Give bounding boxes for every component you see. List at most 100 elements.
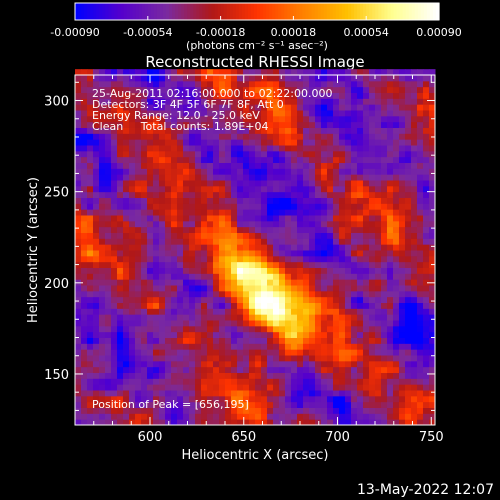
heatmap-cell <box>303 185 310 193</box>
heatmap-cell <box>129 115 136 123</box>
colorbar-tick-label: 0.00018 <box>271 26 317 39</box>
heatmap-cell <box>291 75 298 82</box>
heatmap-cell <box>147 407 154 414</box>
heatmap-cell <box>375 407 382 414</box>
heatmap-cell <box>321 220 328 228</box>
heatmap-cell <box>423 110 430 117</box>
heatmap-cell <box>405 337 412 344</box>
heatmap-cell <box>183 250 190 257</box>
heatmap-cell <box>429 308 436 315</box>
heatmap-cell <box>171 185 178 193</box>
heatmap-cell <box>291 372 298 379</box>
heatmap-cell <box>135 267 142 274</box>
heatmap-cell <box>279 127 286 134</box>
heatmap-cell <box>381 372 388 379</box>
heatmap-cell <box>279 267 286 274</box>
heatmap-cell <box>399 250 406 257</box>
heatmap-cell <box>195 226 202 233</box>
heatmap-cell <box>345 343 352 350</box>
heatmap-cell <box>189 308 196 315</box>
heatmap-cell <box>75 121 82 128</box>
heatmap-cell <box>201 244 208 251</box>
heatmap-cell <box>201 197 208 204</box>
heatmap-cell <box>285 162 292 169</box>
heatmap-cell <box>135 226 142 233</box>
heatmap-cell <box>183 215 190 222</box>
heatmap-cell <box>141 209 148 216</box>
heatmap-cell <box>81 127 88 134</box>
heatmap-cell <box>267 349 274 356</box>
heatmap-cell <box>399 115 406 123</box>
heatmap-cell <box>237 273 244 280</box>
heatmap-cell <box>375 92 382 99</box>
heatmap-cell <box>249 168 256 175</box>
heatmap-cell <box>351 98 358 105</box>
heatmap-cell <box>225 378 232 385</box>
heatmap-cell <box>117 197 124 204</box>
heatmap-cell <box>93 168 100 175</box>
heatmap-cell <box>369 133 376 140</box>
heatmap-cell <box>285 69 292 76</box>
heatmap-cell <box>393 395 400 403</box>
heatmap-cell <box>291 226 298 233</box>
heatmap-cell <box>399 267 406 274</box>
heatmap-cell <box>309 226 316 233</box>
heatmap-cell <box>231 384 238 391</box>
heatmap-cell <box>357 133 364 140</box>
heatmap-cell <box>267 98 274 105</box>
heatmap-cell <box>81 220 88 228</box>
heatmap-cell <box>171 250 178 257</box>
heatmap-cell <box>303 69 310 76</box>
heatmap-cell <box>285 308 292 315</box>
heatmap-cell <box>231 86 238 93</box>
heatmap-cell <box>393 360 400 368</box>
heatmap-cell <box>309 191 316 198</box>
heatmap-cell <box>291 238 298 245</box>
heatmap-cell <box>417 150 424 158</box>
heatmap-cell <box>429 250 436 257</box>
heatmap-cell <box>261 244 268 251</box>
heatmap-cell <box>93 255 100 263</box>
heatmap-cell <box>381 296 388 303</box>
heatmap-cell <box>225 185 232 193</box>
heatmap-cell <box>279 378 286 385</box>
heatmap-cell <box>279 355 286 362</box>
heatmap-cell <box>321 121 328 128</box>
heatmap-cell <box>387 355 394 362</box>
heatmap-cell <box>207 80 214 88</box>
heatmap-cell <box>159 104 166 111</box>
heatmap-cell <box>333 168 340 175</box>
heatmap-cell <box>189 75 196 82</box>
heatmap-cell <box>345 80 352 88</box>
heatmap-cell <box>429 366 436 373</box>
heatmap-cell <box>417 104 424 111</box>
heatmap-cell <box>237 150 244 158</box>
heatmap-cell <box>189 360 196 368</box>
heatmap-cell <box>189 255 196 263</box>
heatmap-cell <box>129 395 136 403</box>
heatmap-cell <box>153 220 160 228</box>
heatmap-cell <box>87 302 94 309</box>
heatmap-cell <box>135 150 142 158</box>
heatmap-cell <box>429 419 436 426</box>
heatmap-cell <box>285 331 292 338</box>
heatmap-cell <box>105 232 112 239</box>
heatmap-cell <box>81 133 88 140</box>
heatmap-cell <box>273 203 280 210</box>
heatmap-cell <box>423 156 430 163</box>
heatmap-cell <box>375 215 382 222</box>
heatmap-cell <box>231 92 238 99</box>
heatmap-cell <box>423 139 430 146</box>
heatmap-cell <box>123 115 130 123</box>
heatmap-cell <box>267 331 274 338</box>
heatmap-cell <box>237 156 244 163</box>
heatmap-cell <box>183 244 190 251</box>
heatmap-cell <box>303 279 310 286</box>
heatmap-cell <box>333 302 340 309</box>
heatmap-cell <box>315 104 322 111</box>
heatmap-cell <box>93 209 100 216</box>
heatmap-cell <box>423 267 430 274</box>
heatmap-cell <box>81 366 88 373</box>
annotation-time-range: 25-Aug-2011 02:16:00.000 to 02:22:00.000 <box>92 87 333 100</box>
chart-title: Reconstructed RHESSI Image <box>145 53 364 71</box>
